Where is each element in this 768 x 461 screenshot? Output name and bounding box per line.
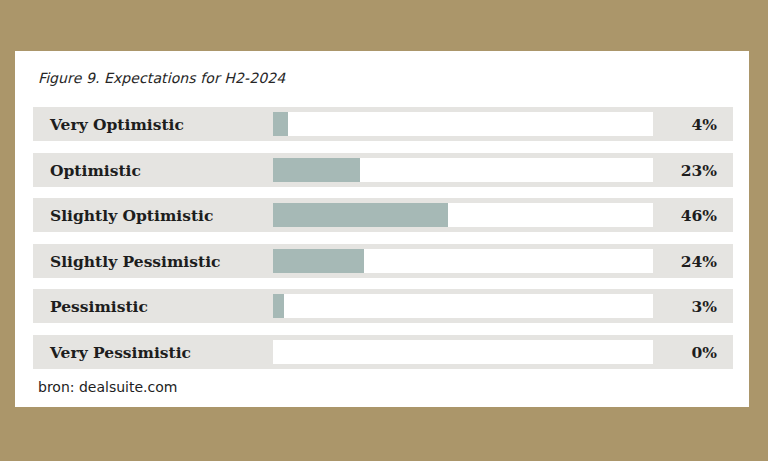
bar-fill (273, 112, 288, 136)
bar-fill (273, 249, 364, 273)
bar-fill (273, 294, 284, 318)
bar-track (273, 340, 653, 364)
category-label: Optimistic (50, 160, 141, 179)
figure-card: Figure 9. Expectations for H2-2024 Very … (15, 51, 749, 407)
value-label: 3% (691, 297, 717, 316)
category-label: Slightly Optimistic (50, 206, 213, 225)
category-label: Very Optimistic (50, 115, 184, 134)
bar-track (273, 249, 653, 273)
bar-track (273, 203, 653, 227)
chart-row: Very Optimistic 4% (33, 107, 733, 141)
chart-row: Slightly Optimistic 46% (33, 198, 733, 232)
source-attribution: bron: dealsuite.com (38, 379, 177, 395)
chart-row: Slightly Pessimistic 24% (33, 244, 733, 278)
value-label: 46% (681, 206, 717, 225)
value-label: 0% (691, 342, 717, 361)
chart-row: Pessimistic 3% (33, 289, 733, 323)
chart-row: Optimistic 23% (33, 153, 733, 187)
figure-title: Figure 9. Expectations for H2-2024 (38, 69, 285, 87)
category-label: Very Pessimistic (50, 342, 191, 361)
category-label: Pessimistic (50, 297, 148, 316)
bar-track (273, 158, 653, 182)
bar-track (273, 294, 653, 318)
page-background: Figure 9. Expectations for H2-2024 Very … (0, 0, 768, 461)
bar-fill (273, 158, 360, 182)
chart-row: Very Pessimistic 0% (33, 335, 733, 369)
category-label: Slightly Pessimistic (50, 251, 220, 270)
bar-chart: Very Optimistic 4% Optimistic 23% Slight… (33, 107, 733, 380)
value-label: 24% (681, 251, 717, 270)
bar-fill (273, 203, 448, 227)
value-label: 4% (691, 115, 717, 134)
value-label: 23% (681, 160, 717, 179)
bar-track (273, 112, 653, 136)
